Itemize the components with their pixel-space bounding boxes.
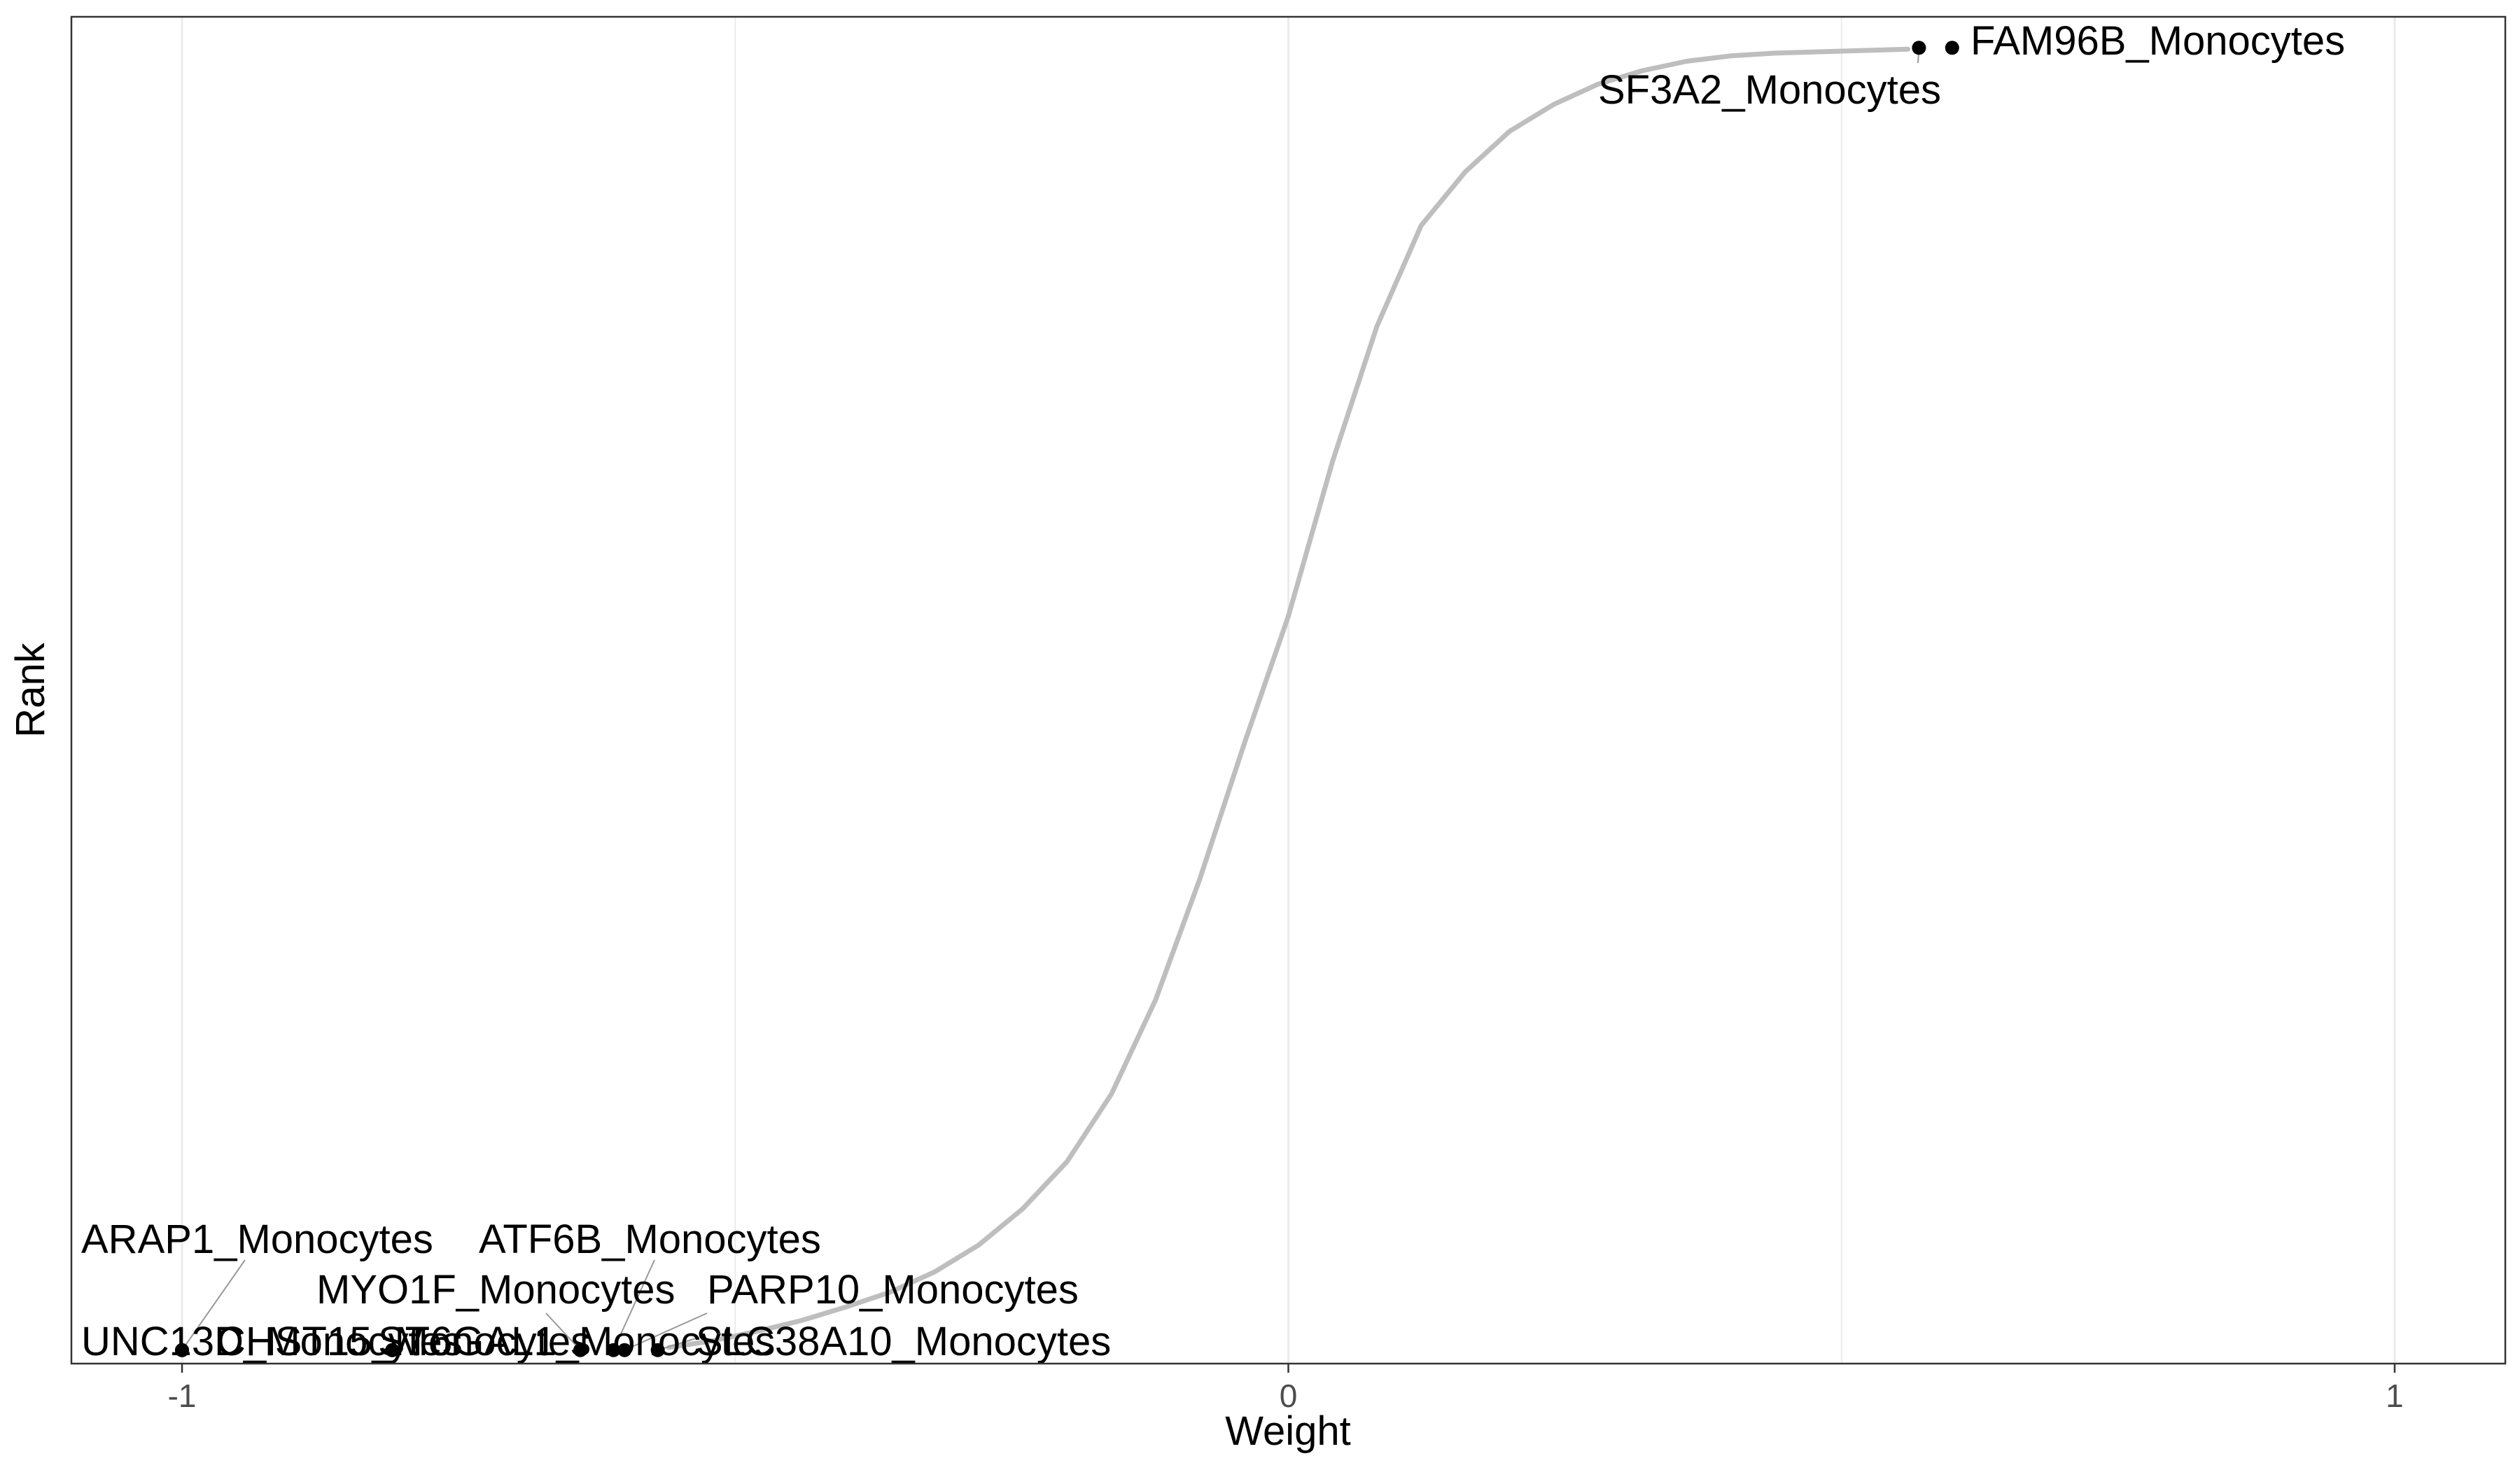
curve-path xyxy=(666,46,1911,1350)
point-label: UNC13D_Monocytes xyxy=(81,1319,463,1364)
x-tick-label: 0 xyxy=(1280,1378,1298,1414)
leader-line xyxy=(181,1259,246,1351)
highlight-point xyxy=(1945,41,1959,55)
highlight-point xyxy=(175,1343,190,1357)
highlight-point xyxy=(385,1343,400,1357)
x-tick-label: 1 xyxy=(2386,1378,2404,1414)
point-label: SF3A2_Monocytes xyxy=(1598,67,1941,113)
point-label: SLC38A10_Monocytes xyxy=(696,1319,1111,1364)
point-label: ATF6B_Monocytes xyxy=(479,1217,821,1262)
x-axis: -1 0 1 xyxy=(168,1364,2404,1414)
point-label: PARP10_Monocytes xyxy=(707,1267,1079,1312)
highlight-point xyxy=(573,1343,588,1357)
x-axis-title: Weight xyxy=(1225,1408,1350,1454)
highlight-point xyxy=(650,1343,665,1357)
point-label: MYO1F_Monocytes xyxy=(316,1267,676,1312)
leader-line xyxy=(624,1312,708,1351)
x-tick-label: -1 xyxy=(168,1378,197,1414)
grid xyxy=(181,17,2396,1364)
point-label: FAM96B_Monocytes xyxy=(1970,18,2345,64)
highlight-point xyxy=(617,1343,632,1357)
label-leader-lines xyxy=(181,48,1920,1351)
point-label: ST6GAL1_Monocytes xyxy=(378,1319,775,1364)
point-labels: ARAP1_Monocytes UNC13D_MonocytesCHST15_Mo… xyxy=(81,18,2345,1364)
weight-rank-curve xyxy=(666,46,1911,1350)
y-axis-title: Rank xyxy=(8,642,53,737)
leader-line xyxy=(545,1312,581,1351)
point-label: ARAP1_Monocytes xyxy=(81,1217,433,1262)
point-label: CHST15_Monocytes xyxy=(216,1319,591,1364)
highlight-point xyxy=(606,1343,621,1357)
highlight-point xyxy=(1912,41,1926,55)
leader-line xyxy=(612,1259,655,1351)
highlighted-points xyxy=(175,41,1959,1357)
